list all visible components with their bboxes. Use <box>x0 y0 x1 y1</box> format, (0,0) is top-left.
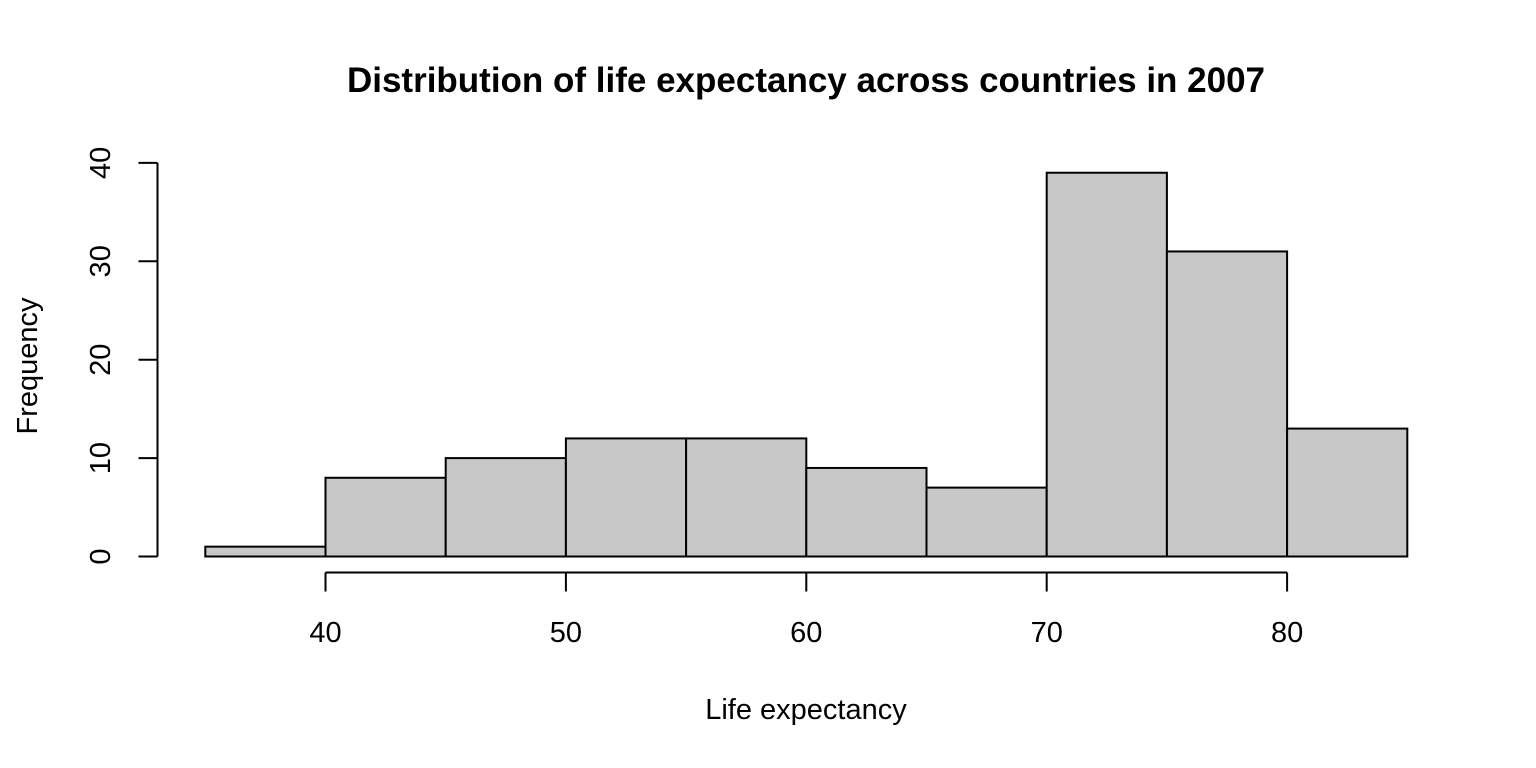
x-tick-label-80: 80 <box>1271 617 1303 649</box>
histogram-bar-55-60 <box>685 437 808 558</box>
y-tick-label-20: 20 <box>85 344 117 376</box>
y-tick-label-0: 0 <box>85 548 117 564</box>
histogram-bar-40-45 <box>324 476 447 558</box>
y-axis-label: Frequency <box>12 297 44 435</box>
histogram-bar-80-85 <box>1286 427 1409 558</box>
y-tick-label-40: 40 <box>85 147 117 179</box>
y-axis: 0 10 20 30 40 <box>85 147 159 565</box>
histogram-bar-35-40 <box>204 545 327 558</box>
histogram-bar-45-50 <box>444 457 567 558</box>
x-tick-label-60: 60 <box>790 617 822 649</box>
y-tick-label-30: 30 <box>85 245 117 277</box>
x-axis: 40 50 60 70 80 <box>309 571 1303 649</box>
x-tick-label-50: 50 <box>550 617 582 649</box>
histogram-bars <box>204 171 1409 558</box>
histogram-bar-65-70 <box>925 486 1048 558</box>
x-tick-label-70: 70 <box>1031 617 1063 649</box>
x-axis-label: Life expectancy <box>705 694 907 726</box>
histogram-bar-75-80 <box>1165 250 1289 558</box>
histogram-bar-60-65 <box>805 466 928 558</box>
y-tick-label-10: 10 <box>85 442 117 474</box>
histogram-bar-70-75 <box>1045 171 1168 558</box>
chart-title: Distribution of life expectancy across c… <box>347 61 1265 100</box>
histogram-bar-50-55 <box>564 437 688 558</box>
x-tick-label-40: 40 <box>309 617 341 649</box>
